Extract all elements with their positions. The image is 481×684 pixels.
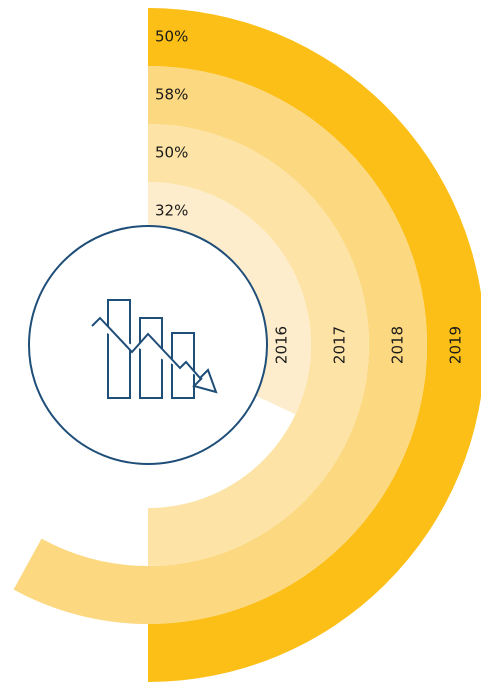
value-label: 50%: [155, 144, 188, 162]
ring-bar: [148, 124, 369, 566]
year-label: 2016: [273, 326, 291, 364]
value-label: 58%: [155, 86, 188, 104]
value-label: 50%: [155, 28, 188, 46]
trend-icon: [28, 225, 268, 465]
year-label: 2017: [331, 326, 349, 364]
year-label: 2018: [389, 326, 407, 364]
value-label: 32%: [155, 202, 188, 220]
year-label: 2019: [447, 326, 465, 364]
ring-bar: [13, 66, 427, 624]
labels: 32% 2016 50% 2017 58% 2018 50% 2019: [155, 28, 465, 365]
ring-bar: [148, 8, 481, 682]
